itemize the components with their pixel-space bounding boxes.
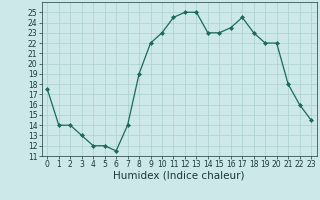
X-axis label: Humidex (Indice chaleur): Humidex (Indice chaleur): [114, 171, 245, 181]
